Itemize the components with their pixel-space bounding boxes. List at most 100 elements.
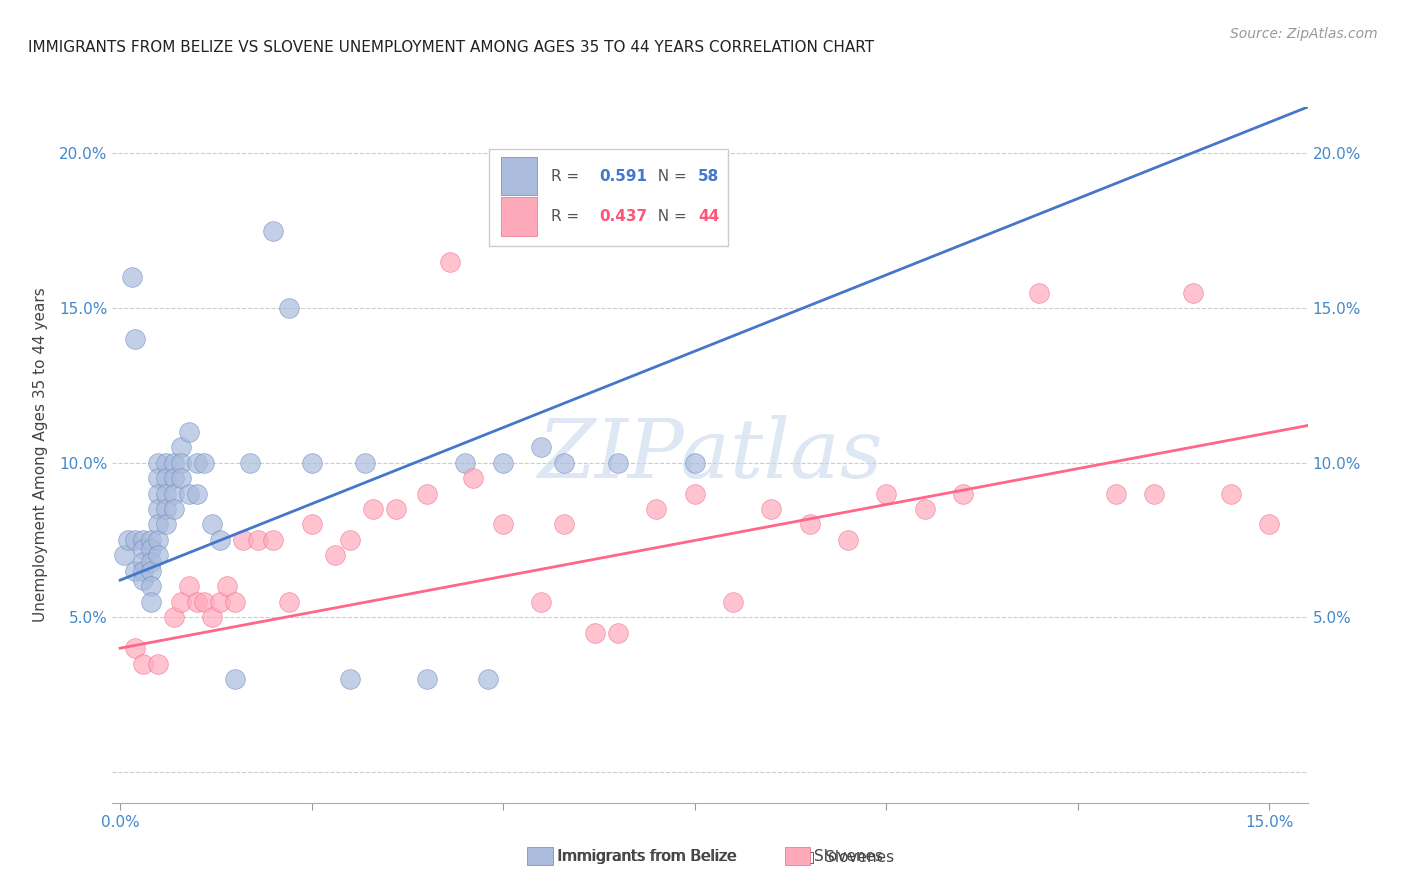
Point <box>1181 285 1204 300</box>
Point <box>201 517 224 532</box>
Point <box>132 564 155 578</box>
Point <box>177 579 200 593</box>
Point <box>1143 486 1166 500</box>
Point <box>139 564 162 578</box>
Point <box>339 672 361 686</box>
Point <box>124 641 146 656</box>
Point <box>148 486 170 500</box>
Text: R =: R = <box>551 210 585 225</box>
Point <box>262 533 284 547</box>
Point <box>301 456 323 470</box>
Point <box>155 517 177 532</box>
Point <box>132 573 155 587</box>
Point <box>155 471 177 485</box>
Point <box>837 533 859 547</box>
Point <box>170 440 193 454</box>
Point <box>121 270 143 285</box>
Point <box>177 486 200 500</box>
Point <box>683 456 706 470</box>
Point <box>301 517 323 532</box>
FancyBboxPatch shape <box>489 149 728 246</box>
Point <box>224 672 246 686</box>
Point <box>477 672 499 686</box>
Point <box>139 542 162 557</box>
Point <box>193 456 215 470</box>
Text: IMMIGRANTS FROM BELIZE VS SLOVENE UNEMPLOYMENT AMONG AGES 35 TO 44 YEARS CORRELA: IMMIGRANTS FROM BELIZE VS SLOVENE UNEMPL… <box>28 40 875 55</box>
Point <box>530 595 553 609</box>
Text: 0.591: 0.591 <box>599 169 647 184</box>
Point <box>683 486 706 500</box>
Text: R =: R = <box>551 169 585 184</box>
Text: □  Immigrants from Belize: □ Immigrants from Belize <box>534 849 737 863</box>
Point <box>354 456 377 470</box>
Point <box>139 595 162 609</box>
Point <box>148 657 170 671</box>
Point <box>186 595 208 609</box>
Text: 58: 58 <box>697 169 720 184</box>
Point <box>339 533 361 547</box>
Point <box>492 517 515 532</box>
Point <box>875 486 897 500</box>
Point <box>201 610 224 624</box>
Point <box>415 672 437 686</box>
Point <box>155 502 177 516</box>
FancyBboxPatch shape <box>501 197 537 235</box>
Point <box>761 502 783 516</box>
Point <box>607 456 630 470</box>
Point <box>124 564 146 578</box>
Point <box>553 517 575 532</box>
Point <box>170 471 193 485</box>
Point <box>163 610 186 624</box>
Text: Source: ZipAtlas.com: Source: ZipAtlas.com <box>1230 27 1378 41</box>
Point <box>148 517 170 532</box>
Point <box>148 471 170 485</box>
Text: Slovenes: Slovenes <box>814 849 883 863</box>
Point <box>607 625 630 640</box>
Point <box>952 486 974 500</box>
Point <box>415 486 437 500</box>
Point <box>224 595 246 609</box>
Point <box>277 595 299 609</box>
Point <box>361 502 384 516</box>
Point <box>124 332 146 346</box>
Point <box>163 456 186 470</box>
Point <box>1105 486 1128 500</box>
Point <box>117 533 139 547</box>
Point <box>277 301 299 315</box>
Point <box>262 224 284 238</box>
Point <box>1258 517 1281 532</box>
Point <box>155 456 177 470</box>
Point <box>148 502 170 516</box>
Point <box>208 595 231 609</box>
Text: □  Slovenes: □ Slovenes <box>801 849 894 863</box>
Point <box>148 456 170 470</box>
Point <box>1220 486 1243 500</box>
Text: 44: 44 <box>697 210 720 225</box>
Point <box>208 533 231 547</box>
Y-axis label: Unemployment Among Ages 35 to 44 years: Unemployment Among Ages 35 to 44 years <box>34 287 48 623</box>
Point <box>247 533 270 547</box>
Point <box>239 456 262 470</box>
Point <box>439 254 461 268</box>
Point <box>323 549 346 563</box>
Point <box>461 471 484 485</box>
Text: Immigrants from Belize: Immigrants from Belize <box>557 849 735 863</box>
Point <box>1028 285 1050 300</box>
Point <box>193 595 215 609</box>
Point <box>530 440 553 454</box>
Point <box>177 425 200 439</box>
Point <box>186 456 208 470</box>
Point <box>553 456 575 470</box>
Point <box>163 502 186 516</box>
Point <box>385 502 408 516</box>
Point <box>139 533 162 547</box>
Point <box>132 555 155 569</box>
Point <box>170 595 193 609</box>
Point <box>124 533 146 547</box>
Point <box>163 471 186 485</box>
Point <box>721 595 744 609</box>
Point <box>170 456 193 470</box>
Point <box>155 486 177 500</box>
Point <box>148 549 170 563</box>
Text: N =: N = <box>648 169 692 184</box>
